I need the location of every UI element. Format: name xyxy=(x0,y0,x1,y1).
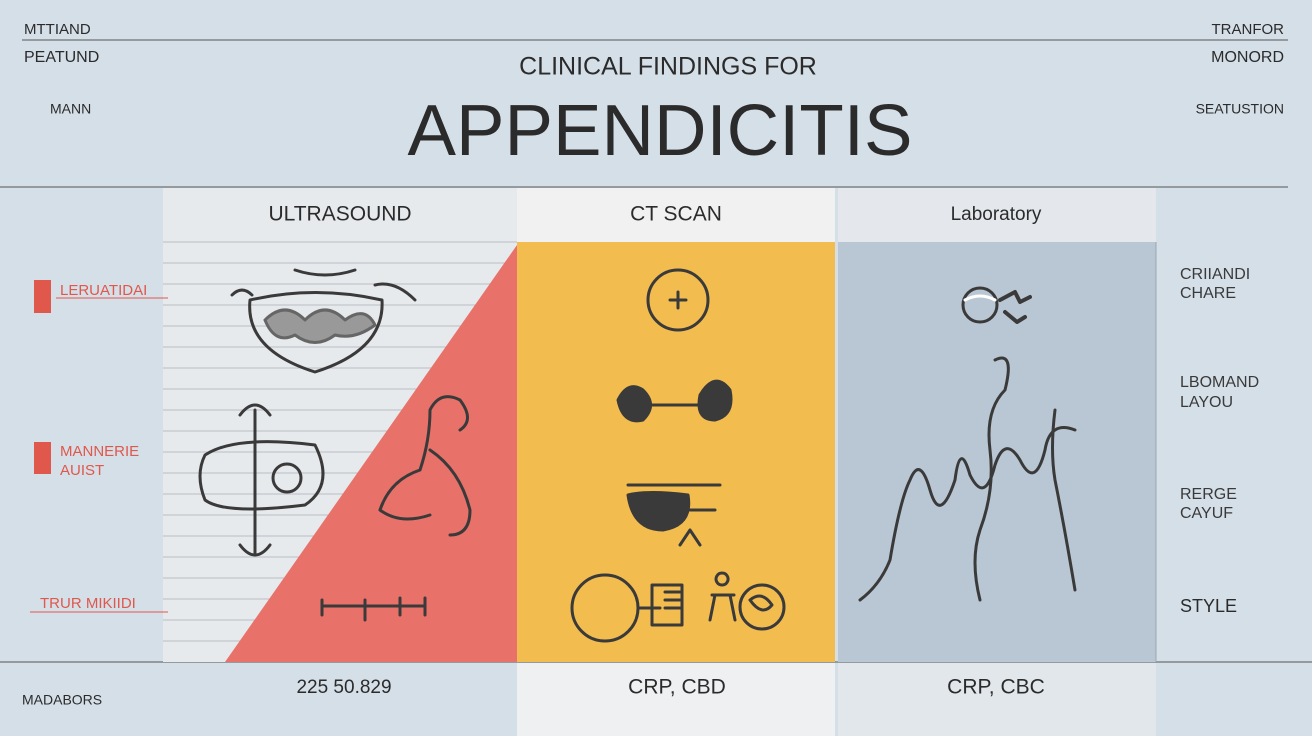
column-heading: CT SCAN xyxy=(630,203,722,226)
right-label: CRIIANDI xyxy=(1180,266,1250,283)
title: APPENDICITIS xyxy=(408,91,913,171)
footer-label: MADABORS xyxy=(22,692,102,708)
right-label: RERGE xyxy=(1180,486,1237,503)
column-footer: CRP, CBC xyxy=(947,676,1045,699)
marker xyxy=(34,280,51,313)
header-right: MONORD xyxy=(1211,49,1284,66)
right-label: STYLE xyxy=(1180,596,1237,616)
left-label: TRUR MIKIIDI xyxy=(40,595,136,612)
header-left: PEATUND xyxy=(24,49,99,66)
header-left: MTTIAND xyxy=(24,21,91,38)
column-heading: ULTRASOUND xyxy=(268,203,411,226)
column-header-bg xyxy=(838,188,1156,242)
column-header-bg xyxy=(517,188,835,242)
footer-bg xyxy=(838,663,1156,736)
header-right: SEATUSTION xyxy=(1196,101,1284,117)
right-label: LAYOU xyxy=(1180,394,1233,411)
column-heading: Laboratory xyxy=(951,204,1042,225)
header-left: MANN xyxy=(50,101,91,117)
icons xyxy=(198,268,1077,643)
column-footer: 225 50.829 xyxy=(296,677,391,698)
red-triangle xyxy=(225,245,517,662)
column-footer: CRP, CBD xyxy=(628,676,726,699)
left-label: LERUATIDAI xyxy=(60,282,147,299)
left-label: MANNERIE xyxy=(60,443,139,460)
right-label: CHARE xyxy=(1180,285,1236,302)
right-label: CAYUF xyxy=(1180,505,1233,522)
header-right: TRANFOR xyxy=(1212,21,1285,38)
left-label: AUIST xyxy=(60,462,104,479)
subtitle: CLINICAL FINDINGS FOR xyxy=(519,53,817,81)
marker xyxy=(34,442,51,474)
right-label: LBOMAND xyxy=(1180,374,1259,391)
footer-bg xyxy=(517,663,835,736)
